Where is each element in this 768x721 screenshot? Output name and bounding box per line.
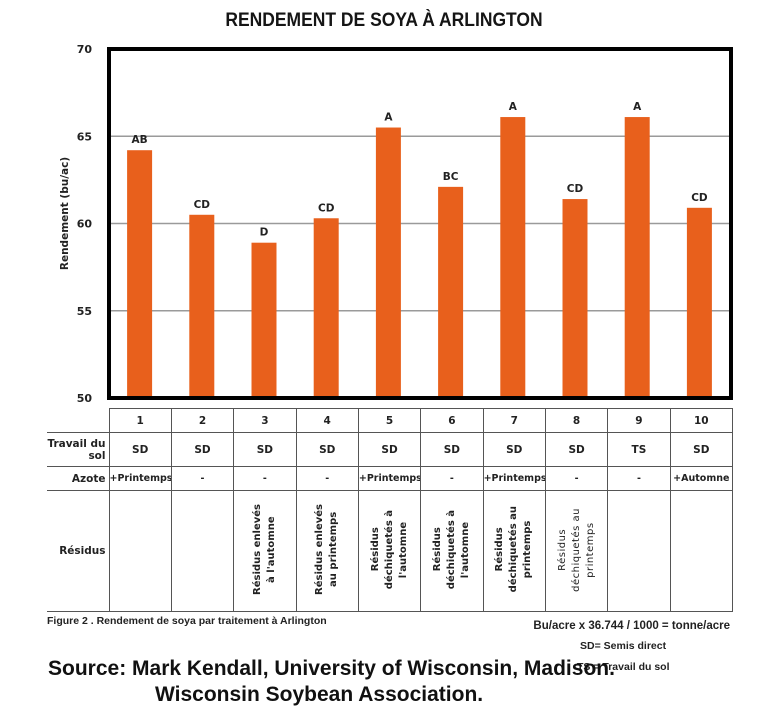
azote-cell: +Automne: [669, 466, 734, 491]
azote-row: Azote +Printemps - - - +Printemps - +Printemps -…: [47, 466, 734, 491]
y-tick-label: 55: [77, 305, 92, 318]
bar-10: [686, 207, 712, 396]
y-axis-ticks: 50 55 60 65 70: [77, 43, 93, 405]
residus-text: Résidus déchiquetés à l'automne: [369, 509, 409, 590]
bar-6: [438, 186, 464, 396]
bar-chart: AB CD D CD A BC A CD A CD 50 55 60 65 70 Rendement (b…: [59, 43, 733, 405]
data-label: A: [384, 112, 393, 124]
y-tick-label: 60: [77, 218, 93, 231]
residus-text: Résidus déchiquetés au printemps: [556, 507, 596, 592]
residus-cell: Résidus déchiquetés à l'automne: [357, 490, 422, 612]
azote-cell: +Printemps: [482, 466, 546, 491]
data-label: BC: [443, 171, 459, 183]
bar-5: [375, 127, 401, 397]
residus-text: Résidus enlevés à l'automne: [251, 504, 277, 595]
travail-cell: TS: [607, 432, 671, 467]
row-label-residus: Résidus: [47, 490, 110, 612]
travail-cell: SD: [108, 432, 172, 467]
data-label: D: [260, 227, 269, 239]
figure-caption: Figure 2 . Rendement de soya par traitem…: [47, 615, 327, 627]
bar-2: [189, 214, 215, 396]
legend-sd: SD= Semis direct: [580, 640, 667, 652]
col-number: 8: [544, 408, 609, 433]
col-number: 1: [108, 408, 172, 433]
data-label: A: [633, 101, 642, 113]
col-number: 10: [669, 408, 734, 433]
travail-row: Travail du sol SD SD SD SD SD SD SD SD TS SD: [47, 432, 734, 467]
col-number: 6: [420, 408, 484, 433]
azote-cell: -: [295, 466, 359, 491]
travail-cell: SD: [482, 432, 546, 467]
y-tick-label: 70: [77, 43, 93, 56]
travail-cell: SD: [295, 432, 359, 467]
residus-text: Résidus déchiquetés à l'automne: [431, 509, 471, 590]
bar-9: [624, 117, 650, 397]
data-label: CD: [194, 199, 211, 211]
residus-row: Résidus Résidus enlevés à l'automne Résidu…: [47, 490, 734, 612]
y-axis-label: Rendement (bu/ac): [59, 157, 71, 270]
col-number: 3: [233, 408, 297, 433]
azote-cell: -: [420, 466, 484, 491]
chart-title: RENDEMENT DE SOYA À ARLINGTON: [225, 10, 543, 31]
residus-cell: [108, 490, 172, 612]
travail-cell: SD: [357, 432, 422, 467]
y-tick-label: 65: [77, 130, 92, 143]
residus-cell: Résidus enlevés au printemps: [295, 490, 359, 612]
bar-4: [313, 218, 339, 396]
residus-cell: Résidus déchiquetés au printemps: [544, 490, 609, 612]
azote-cell: -: [544, 466, 609, 491]
residus-cell: [669, 490, 734, 612]
conversion-note: Bu/acre x 36.744 / 1000 = tonne/acre: [533, 620, 730, 632]
row-label-azote: Azote: [47, 466, 110, 491]
travail-cell: SD: [233, 432, 297, 467]
residus-cell: Résidus déchiquetés au printemps: [482, 490, 546, 612]
travail-cell: SD: [544, 432, 609, 467]
bar-1: [127, 150, 153, 396]
col-number: 7: [482, 408, 546, 433]
travail-cell: SD: [669, 432, 734, 467]
source-line-1: Source: Mark Kendall, University of Wisc…: [48, 657, 615, 680]
legend-ts: TS = Travail du sol: [577, 661, 670, 673]
azote-cell: -: [233, 466, 297, 491]
data-label: CD: [691, 192, 708, 204]
data-label: A: [509, 101, 518, 113]
data-label: CD: [567, 183, 584, 195]
residus-cell: [607, 490, 671, 612]
residus-cell: [170, 490, 235, 612]
treatment-table: 1 2 3 4 5 6 7 8 9 10 Travail du sol SD SD SD SD SD SD SD…: [47, 408, 734, 612]
data-label: AB: [132, 134, 148, 146]
row-label-travail: Travail du sol: [47, 432, 110, 467]
bars: [127, 117, 712, 397]
col-number: 5: [357, 408, 422, 433]
azote-cell: -: [170, 466, 235, 491]
col-number: 2: [170, 408, 235, 433]
y-tick-label: 50: [77, 392, 93, 405]
plot-frame: [107, 47, 733, 400]
data-label: CD: [318, 202, 335, 214]
travail-cell: SD: [420, 432, 484, 467]
travail-cell: SD: [170, 432, 235, 467]
azote-cell: -: [607, 466, 671, 491]
residus-cell: Résidus déchiquetés à l'automne: [420, 490, 484, 612]
col-number: 9: [607, 408, 671, 433]
col-number: 4: [295, 408, 359, 433]
azote-cell: +Printemps: [357, 466, 422, 491]
bar-8: [562, 199, 588, 396]
corner-cell: [47, 408, 110, 433]
residus-text: Résidus déchiquetés au printemps: [494, 506, 534, 593]
residus-cell: Résidus enlevés à l'automne: [233, 490, 297, 612]
header-row: 1 2 3 4 5 6 7 8 9 10: [47, 408, 734, 433]
data-labels: AB CD D CD A BC A CD A CD: [132, 101, 708, 239]
source-line-2: Wisconsin Soybean Association.: [155, 683, 484, 706]
azote-cell: +Printemps: [108, 466, 172, 491]
residus-text: Résidus enlevés au printemps: [314, 504, 340, 595]
bar-7: [500, 117, 526, 397]
bar-3: [251, 242, 277, 396]
